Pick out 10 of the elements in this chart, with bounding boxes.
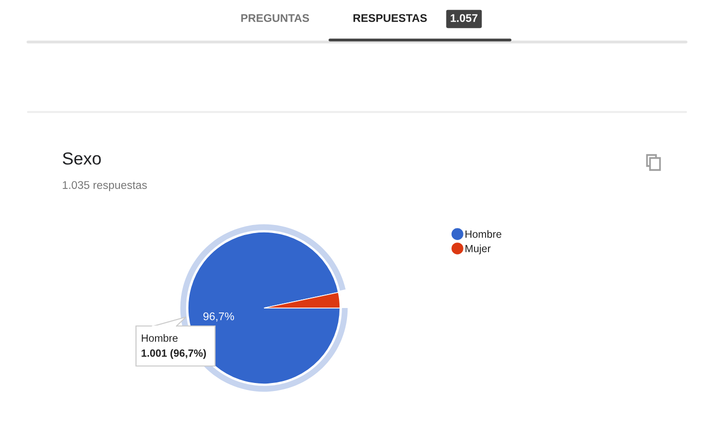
data-label: 96,7%	[203, 312, 234, 322]
chart-title: Sexo	[62, 152, 101, 165]
text: 1.001 (96,7%)	[142, 349, 206, 359]
legend-label: Mujer	[466, 244, 491, 254]
text: PREGUNTAS	[241, 14, 310, 22]
legend-label: Hombre	[466, 230, 502, 238]
text: Hombre	[142, 334, 178, 342]
text: 1.057	[450, 14, 478, 22]
chart-subtitle: 1.035 respuestas	[62, 181, 147, 192]
text: RESPUESTAS	[353, 14, 427, 22]
